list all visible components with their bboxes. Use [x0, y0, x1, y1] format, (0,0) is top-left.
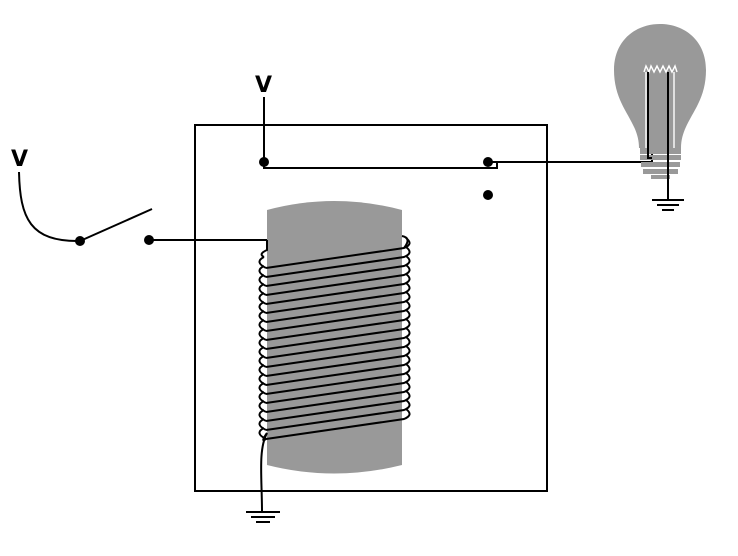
lightbulb-icon	[614, 24, 706, 179]
lamp-ground-icon	[652, 199, 684, 211]
coil-lead-in	[260, 240, 268, 258]
coil-ground-wire	[260, 432, 268, 513]
switch-supply-label: V	[11, 147, 28, 172]
switch-lever[interactable]	[79, 208, 153, 242]
relay-supply-label: V	[255, 73, 272, 98]
relay-housing	[194, 124, 548, 492]
normally-closed-terminal	[483, 190, 493, 200]
coil-top-curl	[401, 235, 409, 249]
lamp-filament-lead	[647, 72, 652, 159]
armature-pivot-terminal	[259, 157, 269, 167]
ground-icon	[246, 511, 280, 523]
solenoid-coil	[258, 235, 411, 442]
switch-supply-wire	[18, 171, 81, 243]
armature-contact	[263, 162, 498, 169]
